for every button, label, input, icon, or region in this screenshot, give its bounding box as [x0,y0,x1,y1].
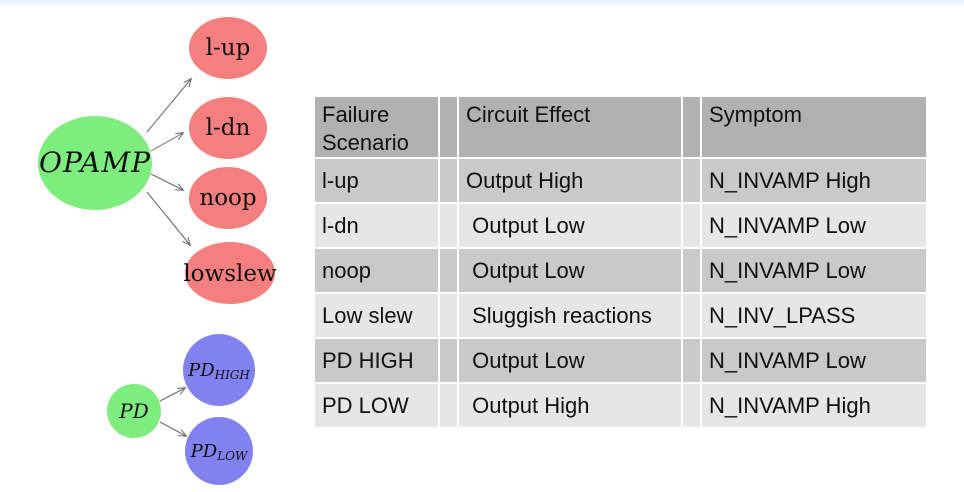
cell-scenario: Low slew [313,292,440,339]
cell-spacer [438,157,459,204]
cell-symptom: N_INVAMP Low [700,247,928,294]
cell-spacer [438,202,459,249]
failure-table: Failure Scenario Circuit Effect Symptom … [313,95,928,429]
cell-symptom: N_INVAMP High [700,382,928,429]
edge-pd-low [159,421,186,436]
pd-low-base: PD [190,441,218,462]
table-row: PD LOW Output High N_INVAMP High [313,382,928,429]
pd-high-label: PDHIGH [187,360,250,382]
cell-effect: Output Low [457,247,683,294]
lup-label: l-up [206,35,251,61]
lup-node [189,17,267,79]
table-row: Low slew Sluggish reactions N_INV_LPASS [313,292,928,339]
edge-opamp-noop [150,173,183,190]
cell-spacer [681,292,702,339]
edge-opamp-ldn [150,133,183,152]
cell-symptom: N_INVAMP Low [700,337,928,384]
header-spacer-1 [438,95,459,159]
cell-spacer [438,382,459,429]
header-circuit-effect: Circuit Effect [457,95,683,159]
header-symptom: Symptom [700,95,928,159]
cell-spacer [438,247,459,294]
cell-scenario: PD HIGH [313,337,440,384]
failure-table-container: Failure Scenario Circuit Effect Symptom … [313,95,928,429]
pd-label: PD [118,399,149,423]
fault-diagram: OPAMP l-up l-dn noop lowslew PD PDHIGH P… [38,17,277,485]
cell-spacer [681,202,702,249]
cell-scenario: l-dn [313,202,440,249]
top-border-strip [0,0,964,5]
cell-effect: Output High [457,157,683,204]
cell-spacer [438,337,459,384]
opamp-label: OPAMP [39,146,151,179]
header-spacer-2 [681,95,702,159]
cell-effect: Sluggish reactions [457,292,683,339]
cell-effect: Output Low [457,202,683,249]
cell-effect: Output High [457,382,683,429]
cell-spacer [438,292,459,339]
pd-low-label: PDLOW [190,441,249,463]
cell-symptom: N_INVAMP High [700,157,928,204]
cell-scenario: noop [313,247,440,294]
noop-node [189,167,267,229]
cell-symptom: N_INV_LPASS [700,292,928,339]
edge-opamp-lup [146,79,191,133]
cell-spacer [681,157,702,204]
pd-low-subscript: LOW [216,449,249,463]
opamp-node [38,116,152,210]
cell-effect: Output Low [457,337,683,384]
cell-spacer [681,382,702,429]
table-header-row: Failure Scenario Circuit Effect Symptom [313,95,928,159]
cell-symptom: N_INVAMP Low [700,202,928,249]
cell-scenario: PD LOW [313,382,440,429]
ldn-label: l-dn [206,115,251,141]
lowslew-node [185,242,275,304]
pd-node [107,384,161,438]
edge-pd-high [159,388,185,402]
header-failure-scenario: Failure Scenario [313,95,440,159]
table-row: noop Output Low N_INVAMP Low [313,247,928,294]
cell-spacer [681,247,702,294]
table-row: PD HIGH Output Low N_INVAMP Low [313,337,928,384]
pd-high-subscript: HIGH [214,368,251,382]
lowslew-label: lowslew [183,261,277,287]
ldn-node [189,97,267,159]
table-row: l-dn Output Low N_INVAMP Low [313,202,928,249]
pd-high-node [183,334,255,406]
cell-spacer [681,337,702,384]
noop-label: noop [199,185,256,211]
edge-opamp-lowslew [146,191,190,245]
pd-high-base: PD [187,360,215,381]
table-row: l-up Output High N_INVAMP High [313,157,928,204]
cell-scenario: l-up [313,157,440,204]
pd-low-node [185,417,253,485]
